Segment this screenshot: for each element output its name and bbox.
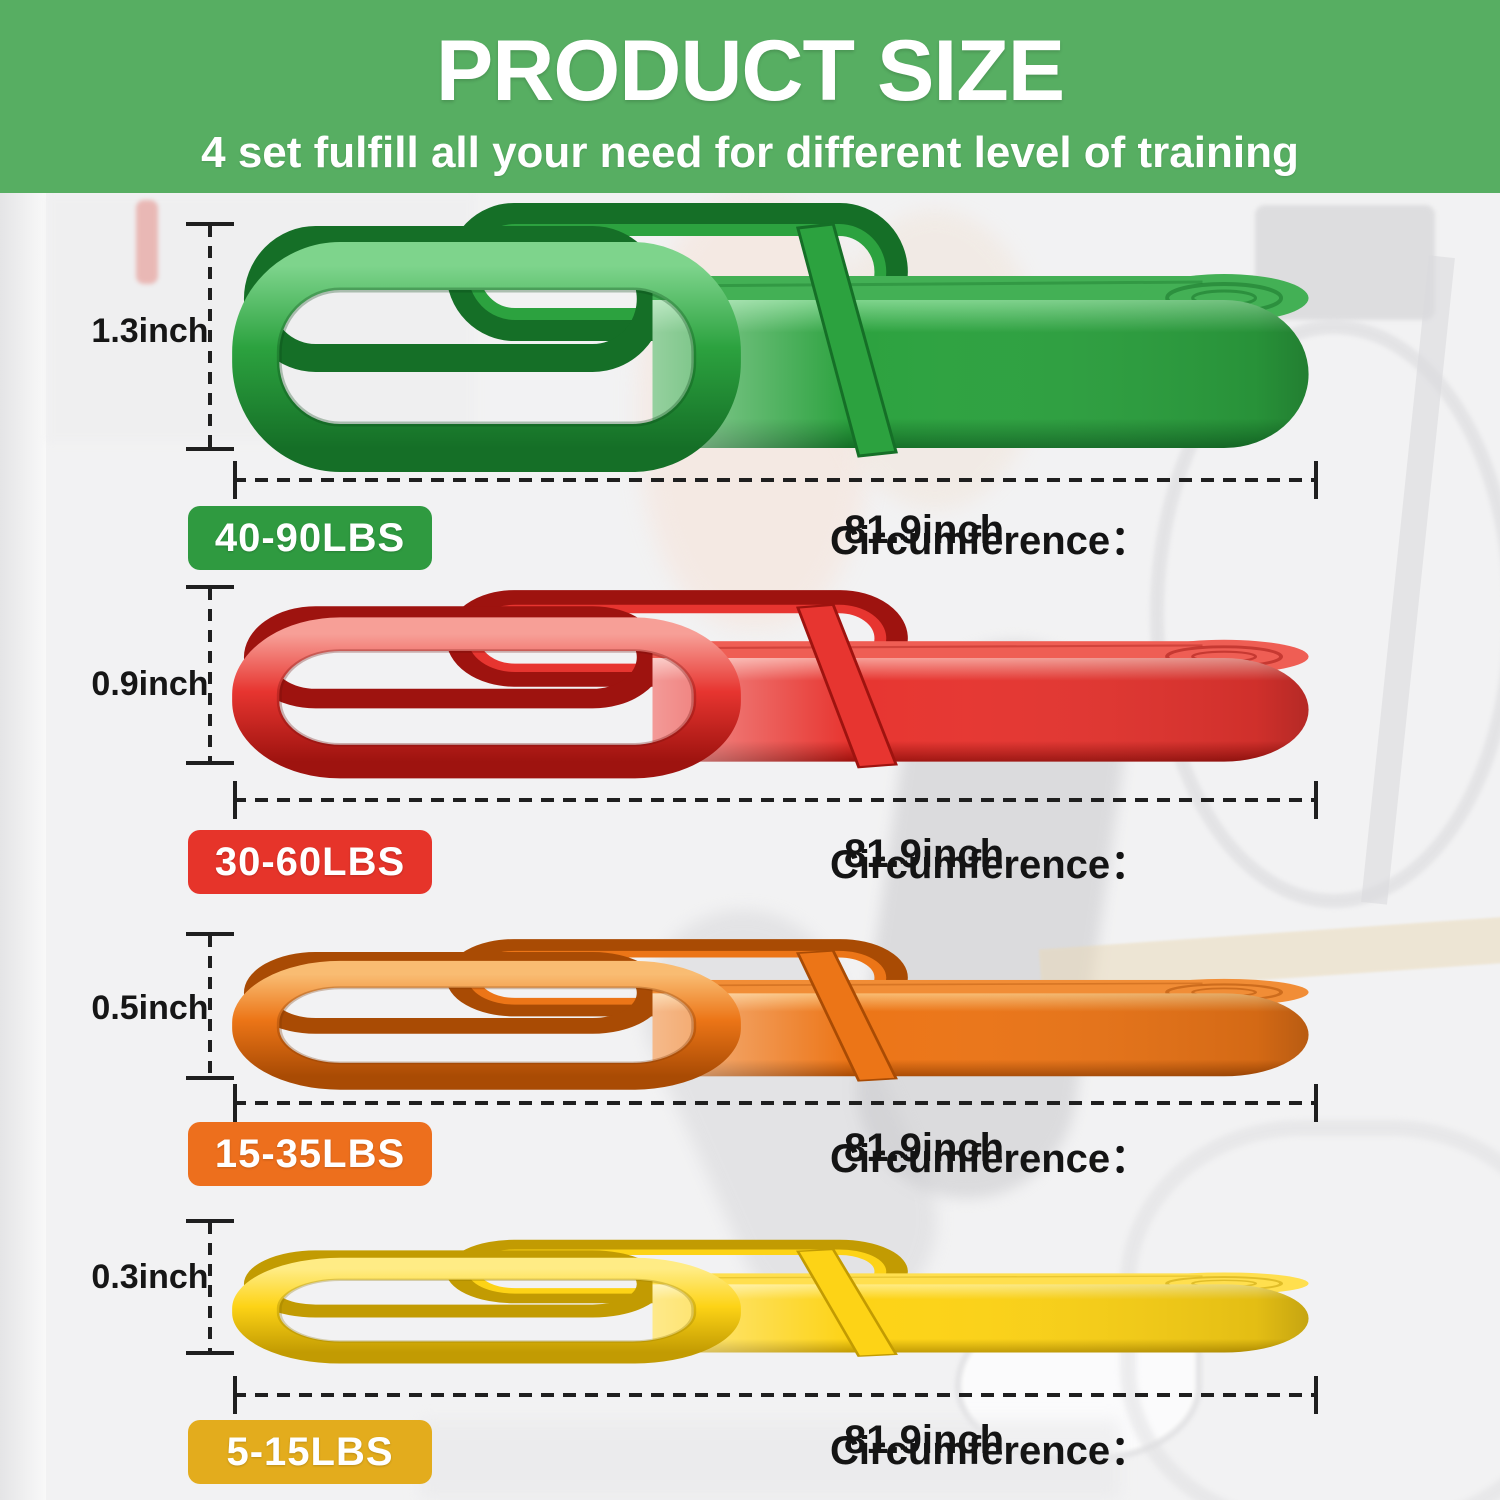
circumference-dimension-line-red — [233, 781, 1318, 819]
header-banner: PRODUCT SIZE 4 set fulfill all your need… — [0, 0, 1500, 193]
circumference-dimension-line-orange — [233, 1084, 1318, 1122]
thickness-dimension-line-green — [186, 222, 234, 451]
circumference-value: 81.9inch — [844, 1126, 1005, 1170]
thickness-label-red: 0.9inch — [91, 665, 209, 703]
thickness-label-orange: 0.5inch — [91, 989, 209, 1027]
circumference-label: Circumference： — [830, 1137, 1151, 1181]
circumference-label: Circumference： — [830, 1429, 1151, 1473]
circumference-dimension-line-yellow — [233, 1376, 1318, 1414]
circumference-dimension-line-green — [233, 461, 1318, 499]
background-wall-panel — [0, 193, 46, 1500]
circumference-label: Circumference： — [830, 843, 1151, 887]
thickness-dimension-line-orange — [186, 932, 234, 1080]
resistance-band-yellow — [232, 1239, 1340, 1364]
thickness-label-green: 1.3inch — [91, 312, 209, 350]
thickness-label-yellow: 0.3inch — [91, 1258, 209, 1296]
circumference-value: 81.9inch — [844, 508, 1005, 552]
weight-range-badge-yellow: 5-15LBS — [188, 1420, 432, 1484]
resistance-band-green — [232, 203, 1340, 472]
weight-range-badge-orange: 15-35LBS — [188, 1122, 432, 1186]
weight-range-badge-green: 40-90LBS — [188, 506, 432, 570]
circumference-label: Circumference： — [830, 519, 1151, 563]
resistance-band-red — [232, 590, 1340, 779]
background-floor-shadow — [420, 1420, 1120, 1500]
page-subtitle: 4 set fulfill all your need for differen… — [201, 128, 1299, 177]
page-title: PRODUCT SIZE — [435, 23, 1065, 119]
background-red-detail — [136, 200, 158, 284]
thickness-dimension-line-yellow — [186, 1219, 234, 1355]
circumference-value: 81.9inch — [844, 832, 1005, 876]
resistance-band-orange — [232, 939, 1340, 1090]
thickness-dimension-line-red — [186, 585, 234, 765]
circumference-value: 81.9inch — [844, 1418, 1005, 1462]
weight-range-badge-red: 30-60LBS — [188, 830, 432, 894]
